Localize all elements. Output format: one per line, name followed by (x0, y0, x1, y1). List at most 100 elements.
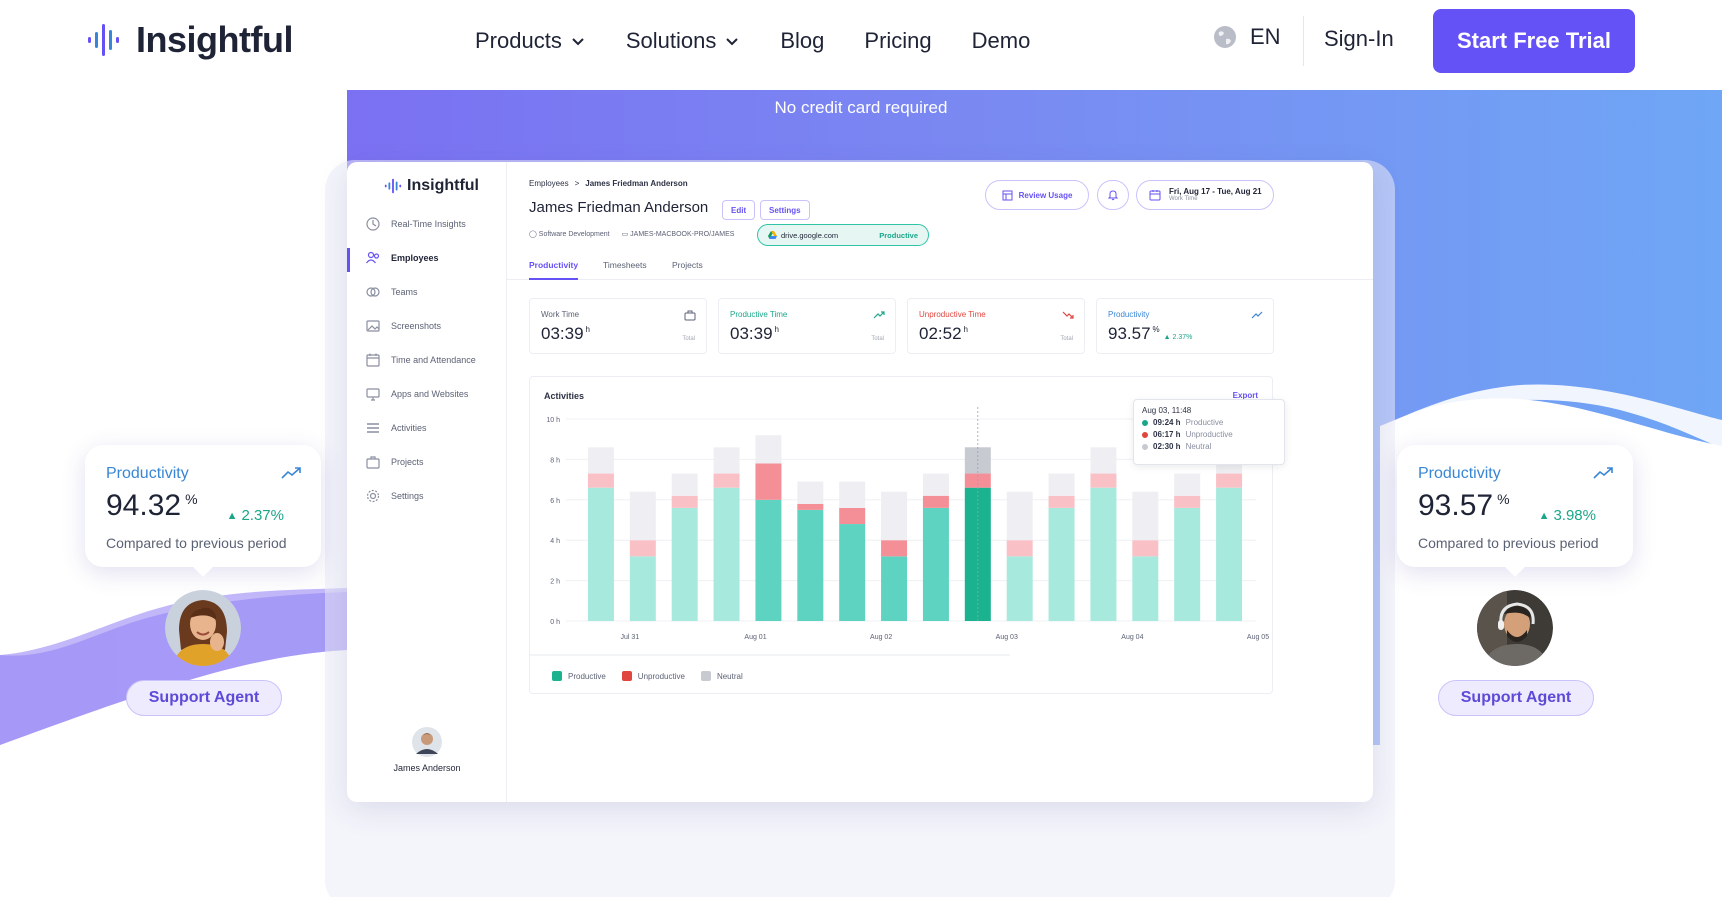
sidebar-item-settings[interactable]: Settings (365, 488, 424, 504)
stat-total: Total (1060, 336, 1073, 342)
hero-section: No credit card required Insightful Real-… (0, 90, 1722, 897)
brand-logo[interactable]: Insightful (84, 18, 293, 62)
bar-productive (713, 487, 740, 621)
sidebar-user-name: James Anderson (393, 763, 461, 773)
bar-unproductive (713, 473, 740, 488)
stat-unit: % (1152, 325, 1160, 335)
tooltip-dot (1142, 431, 1148, 438)
legend-item-neutral[interactable]: Neutral (700, 671, 743, 681)
start-free-trial-button[interactable]: Start Free Trial (1433, 9, 1635, 73)
nav-blog[interactable]: Blog (780, 28, 825, 53)
trend-up-icon (281, 467, 301, 479)
sidebar-item-screenshots[interactable]: Screenshots (365, 318, 441, 334)
bar-neutral (839, 481, 866, 508)
dashboard-sidebar: Insightful Real-Time Insights Employees … (347, 162, 507, 802)
bar-unproductive (755, 463, 782, 500)
language-code: EN (1250, 24, 1281, 49)
bar-neutral (713, 447, 740, 474)
date-range-picker[interactable]: Fri, Aug 17 - Tue, Aug 21 Work Time (1136, 180, 1274, 210)
current-activity-pill: drive.google.com Productive (757, 224, 929, 246)
sidebar-item-label: Settings (391, 491, 424, 501)
tab-timesheets[interactable]: Timesheets (603, 260, 647, 270)
dashboard-brand-name: Insightful (407, 177, 479, 194)
bar-unproductive (1006, 540, 1033, 557)
insightful-logo-icon (88, 24, 119, 56)
bar-neutral (629, 491, 656, 541)
breadcrumb-current: James Friedman Anderson (585, 179, 688, 188)
nav-demo[interactable]: Demo (971, 28, 1031, 53)
avatar-support-agent-left (165, 590, 241, 666)
sidebar-item-label: Teams (391, 287, 418, 297)
stat-change: ▲ 2.37% (1163, 334, 1193, 341)
bar-productive (964, 487, 991, 621)
y-tick-label: 10 h (546, 417, 560, 424)
tooltip-row-productive: 09:24 h Productive (1142, 418, 1276, 427)
sidebar-item-teams[interactable]: Teams (365, 284, 418, 300)
legend-item-unproductive[interactable]: Unproductive (621, 671, 685, 681)
stat-label: Productivity (1108, 310, 1150, 319)
language-selector[interactable]: EN (1212, 24, 1281, 50)
support-agent-left-button[interactable]: Support Agent (126, 680, 282, 716)
productivity-card-value: 93.57% (1418, 489, 1510, 523)
stat-unit: h (774, 325, 779, 335)
sidebar-item-label: Projects (391, 457, 424, 467)
triangle-up-icon: ▲ (226, 509, 238, 522)
main-menu: Products Solutions Blog Pricing Demo (475, 0, 1030, 82)
bar-unproductive (1216, 473, 1243, 488)
chart-tooltip: Aug 03, 11:48 09:24 h Productive 06:17 h U… (1133, 399, 1285, 465)
nav-pricing[interactable]: Pricing (864, 28, 932, 53)
legend-item-productive[interactable]: Productive (552, 671, 606, 681)
sidebar-item-projects[interactable]: Projects (365, 454, 424, 470)
breadcrumb-employees[interactable]: Employees (529, 179, 569, 188)
bar-neutral (1090, 447, 1117, 474)
tab-productivity[interactable]: Productivity (529, 260, 579, 280)
chart-legend: Productive Unproductive Neutral (552, 671, 743, 681)
productivity-card-left: Productivity 94.32% ▲ 2.37% Compared to p… (85, 445, 321, 567)
review-usage-button[interactable]: Review Usage (985, 180, 1089, 210)
support-agent-right-button[interactable]: Support Agent (1438, 680, 1594, 716)
bar-productive (881, 556, 908, 621)
nav-products[interactable]: Products (475, 28, 586, 54)
bar-neutral (1174, 473, 1201, 496)
teams-icon (366, 287, 380, 297)
productivity-card-title: Productivity (1418, 465, 1501, 482)
bar-neutral (587, 447, 614, 474)
sidebar-item-label: Apps and Websites (391, 389, 469, 399)
nav-solutions[interactable]: Solutions (626, 28, 741, 54)
nav-products-label: Products (475, 28, 562, 53)
employee-team-label: Software Development (538, 231, 610, 238)
current-domain: drive.google.com (768, 230, 838, 240)
dashboard-tabs: Productivity Timesheets Projects (507, 260, 1373, 280)
sidebar-item-apps-and-websites[interactable]: Apps and Websites (365, 386, 468, 402)
users-icon (366, 251, 380, 264)
productivity-card-right: Productivity 93.57% ▲ 3.98% Compared to p… (1397, 445, 1633, 567)
productivity-number: 94.32 (106, 489, 182, 522)
sidebar-item-activities[interactable]: Activities (365, 420, 427, 436)
export-button[interactable]: Export (1232, 391, 1258, 400)
sidebar-user-profile[interactable]: James Anderson (347, 727, 507, 773)
bar-unproductive (839, 507, 866, 525)
date-range-sub: Work Time (1169, 196, 1198, 203)
sidebar-item-time-and-attendance[interactable]: Time and Attendance (365, 352, 476, 368)
tab-projects[interactable]: Projects (672, 260, 703, 270)
bar-neutral (1048, 473, 1075, 496)
sign-in-link[interactable]: Sign-In (1324, 26, 1394, 51)
sidebar-item-employees[interactable]: Employees (365, 250, 439, 266)
breadcrumb-separator: > (574, 179, 580, 188)
productivity-change-value: 2.37% (241, 507, 284, 524)
notifications-button[interactable] (1097, 180, 1129, 210)
bar-productive (1174, 507, 1201, 621)
sidebar-item-real-time-insights[interactable]: Real-Time Insights (365, 216, 466, 232)
edit-button[interactable]: Edit (722, 200, 756, 220)
top-navigation: Insightful Products Solutions Blog Prici… (0, 0, 1722, 90)
sidebar-item-label: Employees (391, 253, 439, 263)
productivity-change: ▲ 2.37% (227, 507, 284, 524)
bar-unproductive (1090, 473, 1117, 488)
tooltip-value: 09:24 h (1153, 418, 1181, 427)
productivity-compare-text: Compared to previous period (1418, 535, 1599, 551)
dashboard-logo: Insightful (383, 176, 479, 196)
tooltip-dot (1142, 419, 1148, 426)
breadcrumb: Employees > James Friedman Anderson (529, 179, 688, 188)
employee-device-label: JAMES-MACBOOK-PRO/JAMES (630, 231, 735, 238)
settings-button[interactable]: Settings (760, 200, 810, 220)
